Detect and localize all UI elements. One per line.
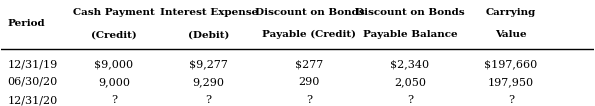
Text: 2,050: 2,050 (394, 77, 426, 87)
Text: $9,000: $9,000 (95, 60, 133, 70)
Text: 12/31/20: 12/31/20 (7, 95, 58, 105)
Text: Value: Value (495, 30, 527, 39)
Text: $9,277: $9,277 (189, 60, 228, 70)
Text: 290: 290 (299, 77, 320, 87)
Text: $197,660: $197,660 (484, 60, 537, 70)
Text: ?: ? (306, 95, 312, 105)
Text: Discount on Bonds: Discount on Bonds (355, 8, 465, 17)
Text: ?: ? (508, 95, 513, 105)
Text: (Credit): (Credit) (91, 30, 137, 39)
Text: ?: ? (407, 95, 413, 105)
Text: Carrying: Carrying (486, 8, 536, 17)
Text: Cash Payment: Cash Payment (73, 8, 155, 17)
Text: Payable Balance: Payable Balance (363, 30, 458, 39)
Text: ?: ? (111, 95, 117, 105)
Text: 12/31/19: 12/31/19 (7, 60, 58, 70)
Text: (Debit): (Debit) (188, 30, 229, 39)
Text: Interest Expense: Interest Expense (159, 8, 258, 17)
Text: 9,000: 9,000 (98, 77, 130, 87)
Text: 9,290: 9,290 (193, 77, 225, 87)
Text: $2,340: $2,340 (390, 60, 430, 70)
Text: 06/30/20: 06/30/20 (7, 77, 58, 87)
Text: ?: ? (206, 95, 212, 105)
Text: Discount on Bonds: Discount on Bonds (255, 8, 364, 17)
Text: Payable (Credit): Payable (Credit) (262, 30, 356, 39)
Text: 197,950: 197,950 (488, 77, 534, 87)
Text: $277: $277 (295, 60, 324, 70)
Text: Period: Period (7, 19, 45, 28)
